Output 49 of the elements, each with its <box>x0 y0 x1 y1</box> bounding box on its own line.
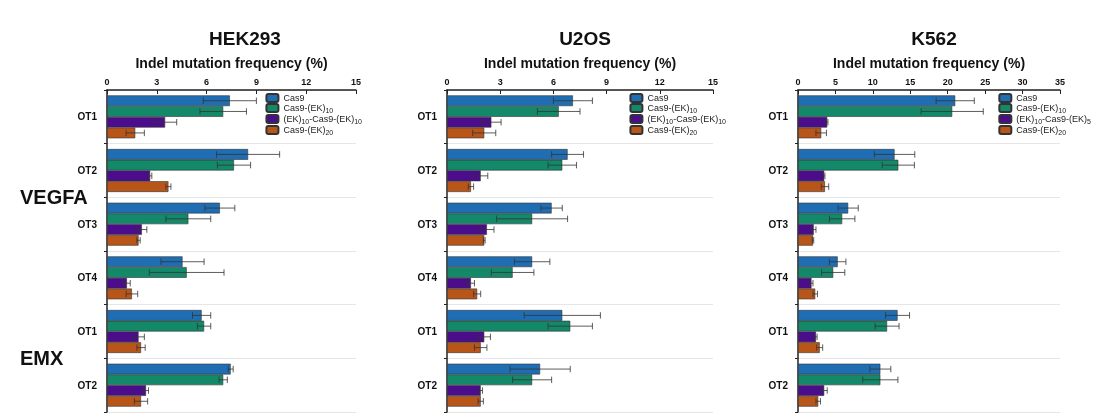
legend-label: Cas9 <box>647 93 669 103</box>
x-tick-label: 5 <box>832 76 838 87</box>
y-tick-label: OT2 <box>768 165 789 176</box>
x-tick-label: 12 <box>654 76 665 87</box>
x-tick-label: 3 <box>154 76 160 87</box>
y-tick-label: OT3 <box>417 218 438 230</box>
x-tick-label: 9 <box>604 76 610 87</box>
y-tick-label: OT2 <box>77 379 98 391</box>
y-tick-label: OT1 <box>768 111 789 123</box>
x-tick-label: 10 <box>867 76 878 87</box>
x-tick-label: 6 <box>204 76 210 87</box>
y-tick-label: OT1 <box>417 111 438 123</box>
chart-title: K562 <box>911 28 957 49</box>
x-axis-title: Indel mutation frequency (%) <box>135 55 328 71</box>
y-tick-label: OT4 <box>77 272 98 284</box>
y-tick-label: OT3 <box>768 218 789 230</box>
y-tick-label: OT4 <box>768 272 789 284</box>
y-tick-label: OT2 <box>417 379 438 391</box>
chart-title: U2OS <box>559 28 611 49</box>
x-tick-label: 15 <box>707 76 719 87</box>
y-tick-label: OT1 <box>77 326 98 337</box>
chart-title: HEK293 <box>209 28 281 49</box>
x-tick-label: 0 <box>104 76 110 87</box>
x-tick-label: 6 <box>550 76 556 87</box>
x-tick-label: 30 <box>1017 76 1028 87</box>
legend-label: Cas9 <box>1016 93 1038 103</box>
y-tick-label: OT1 <box>417 326 438 337</box>
x-tick-label: 35 <box>1054 76 1066 87</box>
x-tick-label: 3 <box>497 76 503 87</box>
y-tick-label: OT1 <box>77 111 98 123</box>
y-tick-label: OT2 <box>77 165 98 176</box>
text: VEGFA <box>20 186 88 209</box>
x-tick-label: 0 <box>795 76 801 87</box>
x-tick-label: 20 <box>942 76 953 87</box>
x-tick-label: 12 <box>301 76 312 87</box>
y-tick-label: OT2 <box>417 165 438 176</box>
x-tick-label: 15 <box>350 76 361 87</box>
x-tick-label: 9 <box>253 76 259 87</box>
legend-label: Cas9 <box>283 93 305 103</box>
y-tick-label: OT2 <box>768 379 789 391</box>
x-tick-label: 15 <box>905 76 916 87</box>
y-tick-label: OT1 <box>768 326 789 337</box>
y-tick-label: OT4 <box>417 272 438 284</box>
text: EMX <box>20 347 64 370</box>
y-tick-label: OT3 <box>77 218 98 230</box>
x-tick-label: 25 <box>980 76 991 87</box>
x-axis-title: Indel mutation frequency (%) <box>832 55 1026 71</box>
x-axis-title: Indel mutation frequency (%) <box>483 55 677 71</box>
x-tick-label: 0 <box>444 76 450 87</box>
